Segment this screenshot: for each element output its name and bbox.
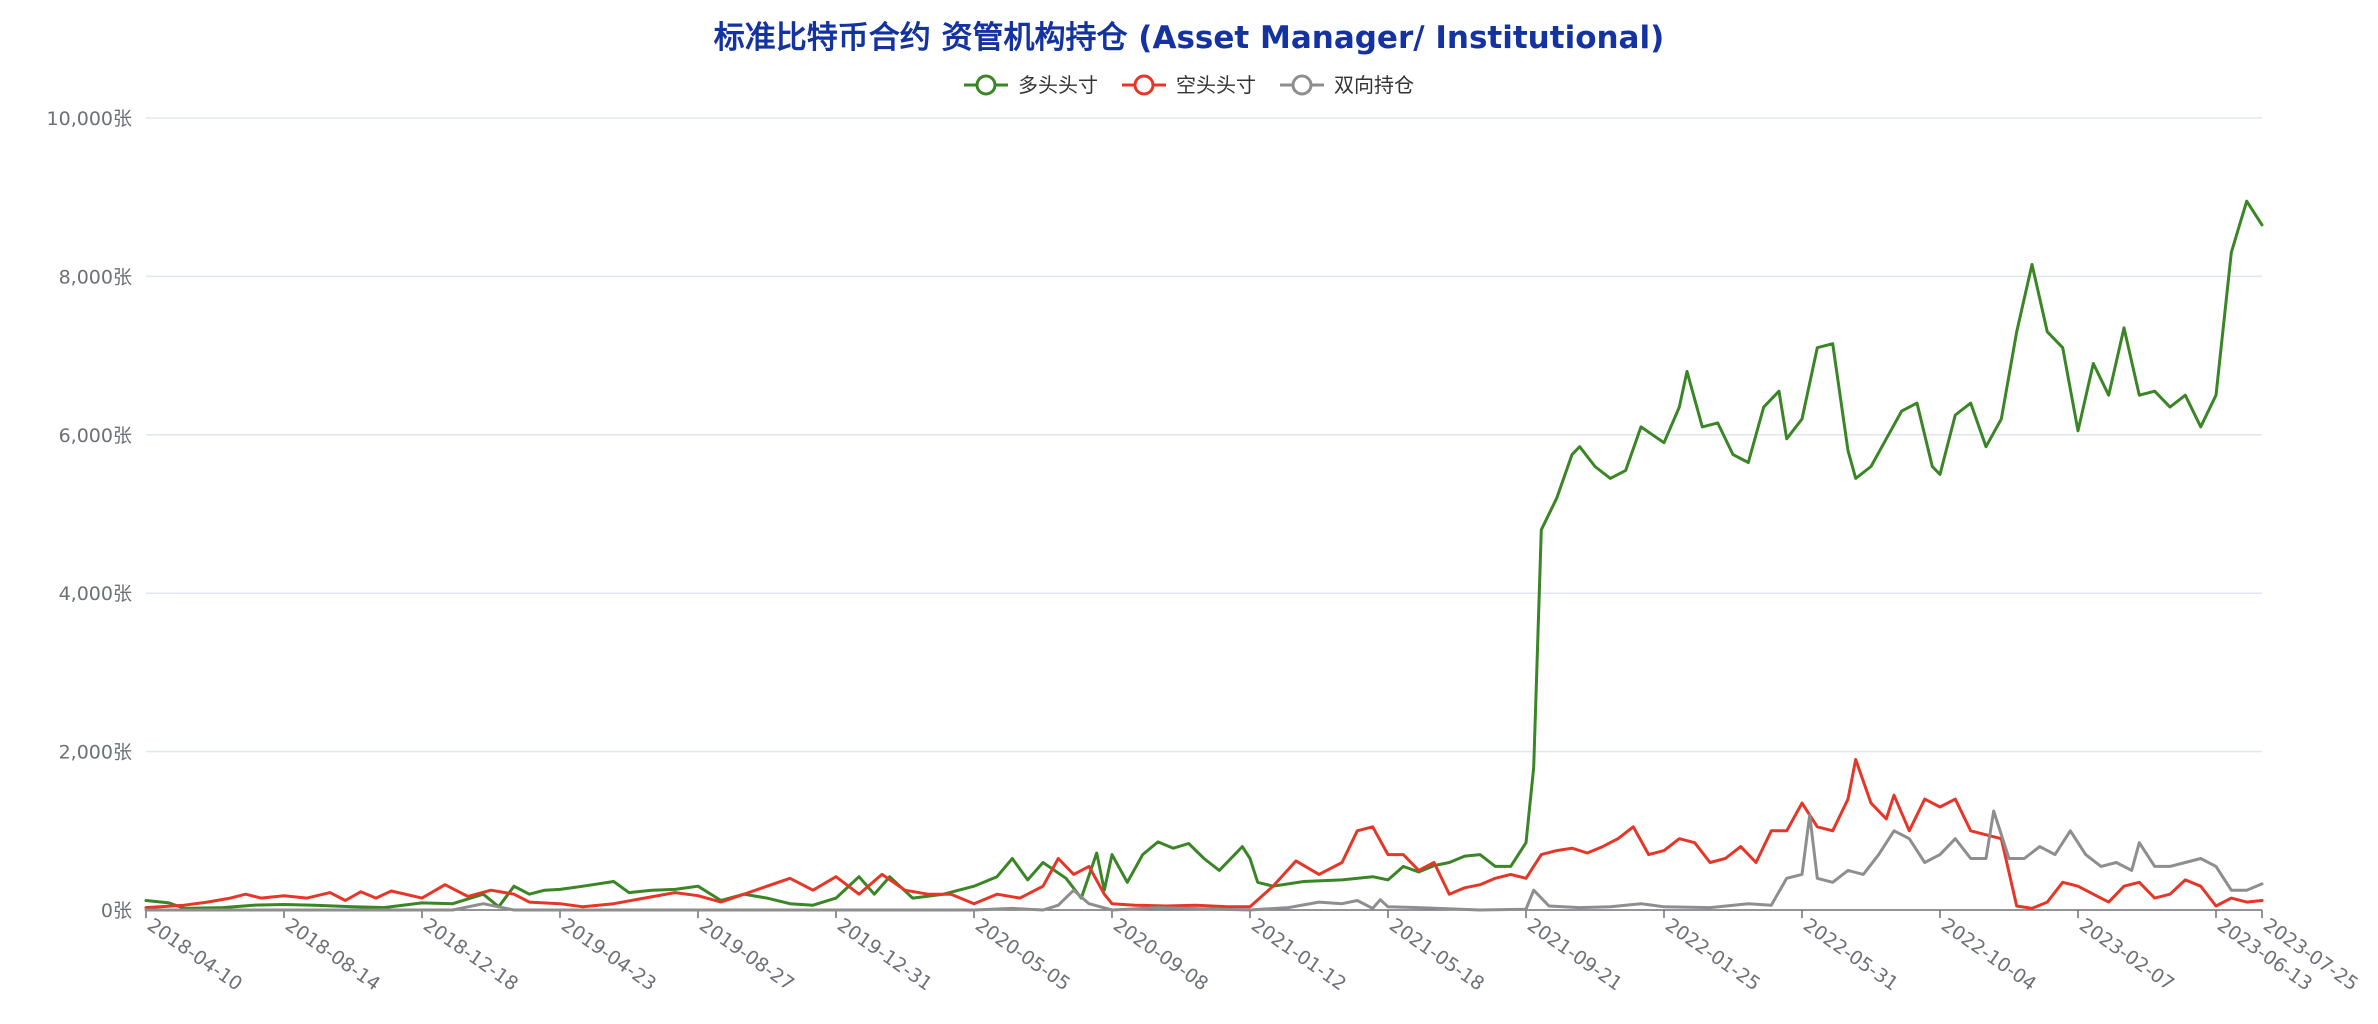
series-line-1 [144, 758, 2264, 910]
legend-item[interactable]: 双向持仓 [1280, 73, 1414, 97]
y-tick-label: 0张 [101, 900, 132, 922]
legend-item[interactable]: 多头头寸 [964, 73, 1098, 97]
y-tick-label: 8,000张 [59, 266, 132, 288]
x-tick-label: 2022-10-04 [1937, 914, 2040, 995]
legend-label: 双向持仓 [1334, 73, 1414, 97]
legend-label: 空头头寸 [1176, 73, 1256, 97]
y-tick-label: 2,000张 [59, 742, 132, 764]
series-lines [144, 199, 2264, 912]
grid-lines [146, 117, 2262, 753]
x-tick-label: 2021-09-21 [1523, 914, 1626, 995]
legend: 多头头寸 空头头寸 双向持仓 [964, 73, 1414, 97]
x-tick-label: 2020-05-05 [971, 914, 1074, 995]
x-tick-label: 2018-08-14 [281, 914, 384, 995]
chart-title: 标准比特币合约 资管机构持仓 (Asset Manager/ Instituti… [713, 20, 1665, 56]
legend-marker-icon [1291, 74, 1313, 96]
legend-marker-icon [975, 74, 997, 96]
series-line-0 [144, 199, 2264, 910]
x-tick-label: 2019-12-31 [833, 914, 936, 995]
x-tick-label: 2022-01-25 [1661, 914, 1764, 995]
y-tick-label: 4,000张 [59, 583, 132, 605]
x-tick-label: 2020-09-08 [1109, 914, 1212, 995]
y-tick-label: 6,000张 [59, 425, 132, 447]
x-tick-label: 2022-05-31 [1799, 914, 1902, 995]
legend-label: 多头头寸 [1018, 73, 1098, 97]
x-tick-label: 2019-04-23 [557, 914, 660, 995]
axes: 0张 2,000张 4,000张 6,000张 8,000张 10,000张 2018-04… [47, 108, 2363, 995]
series-line-2 [144, 809, 2264, 912]
legend-marker-icon [1133, 74, 1155, 96]
x-tick-label: 2021-05-18 [1385, 914, 1488, 995]
x-tick-label: 2019-08-27 [695, 914, 798, 995]
x-tick-label: 2018-12-18 [419, 914, 522, 995]
y-tick-label: 10,000张 [47, 108, 132, 130]
x-tick-label: 2021-01-12 [1247, 914, 1350, 995]
x-tick-label: 2023-02-07 [2075, 914, 2178, 995]
x-tick-label: 2018-04-10 [143, 914, 246, 995]
legend-item[interactable]: 空头头寸 [1122, 73, 1256, 97]
